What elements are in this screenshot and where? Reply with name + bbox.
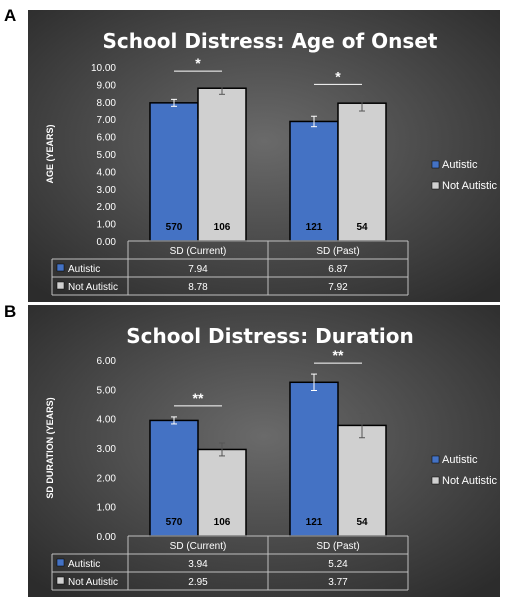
table-legend-swatch [56,263,65,272]
legend-label: Autistic [442,159,478,171]
y-tick-label: 9.00 [97,80,117,91]
y-tick-label: 1.00 [97,503,117,514]
table-row-label: Not Autistic [68,282,118,293]
chart-title: School Distress: Duration [126,324,414,348]
table-row-label: Autistic [68,559,100,570]
table-row-label: Not Autistic [68,577,118,588]
table-legend-swatch [56,281,65,290]
significance-marker: * [195,55,201,71]
y-tick-label: 3.00 [97,444,117,455]
significance-marker: ** [193,390,204,406]
y-tick-label: 0.00 [97,532,117,543]
y-tick-label: 5.00 [97,150,117,161]
chart-background [28,10,500,302]
bar [149,102,199,242]
table-value-cell: 2.95 [188,577,208,588]
table-value-cell: 7.92 [328,282,348,293]
table-value-cell: 6.87 [328,264,348,275]
y-tick-label: 2.00 [97,202,117,213]
y-tick-label: 7.00 [97,115,117,126]
y-tick-label: 6.00 [97,133,117,144]
significance-marker: * [335,68,341,84]
bar [197,87,247,242]
y-tick-label: 2.00 [97,473,117,484]
table-value-cell: 7.94 [188,264,208,275]
table-header-cell: SD (Past) [316,541,359,552]
bar [149,419,199,537]
panel-label-a: A [4,6,17,25]
sample-size-label: 106 [214,222,231,233]
significance-marker: ** [333,347,344,363]
bar [337,102,387,242]
y-tick-label: 3.00 [97,185,117,196]
sample-size-label: 570 [166,517,183,528]
y-tick-label: 5.00 [97,385,117,396]
sample-size-label: 54 [356,517,368,528]
table-header-cell: SD (Current) [170,246,227,257]
table-value-cell: 8.78 [188,282,208,293]
y-tick-label: 6.00 [97,356,117,367]
panel-label-b: B [4,302,17,321]
chart-svg: School Distress: Duration SD DURATION (YE… [28,305,500,597]
table-legend-swatch [56,576,65,585]
chart-svg: School Distress: Age of Onset AGE (YEARS)… [28,10,500,302]
y-tick-label: 4.00 [97,167,117,178]
legend-label: Autistic [442,454,478,466]
bar [289,381,339,537]
table-value-cell: 3.77 [328,577,348,588]
chart-panel-b: School Distress: Duration SD DURATION (YE… [28,305,500,597]
y-tick-label: 0.00 [97,237,117,248]
table-header-cell: SD (Current) [170,541,227,552]
table-legend-swatch [56,558,65,567]
sample-size-label: 570 [166,222,183,233]
legend-label: Not Autistic [442,180,498,192]
sample-size-label: 121 [306,517,323,528]
y-axis-label: SD DURATION (YEARS) [45,397,55,498]
y-axis-label: AGE (YEARS) [45,124,55,183]
y-tick-label: 4.00 [97,415,117,426]
y-tick-label: 8.00 [97,98,117,109]
table-header-cell: SD (Past) [316,246,359,257]
chart-panel-a: School Distress: Age of Onset AGE (YEARS)… [28,10,500,302]
legend-swatch [431,455,440,464]
sample-size-label: 121 [306,222,323,233]
legend-label: Not Autistic [442,475,498,487]
sample-size-label: 106 [214,517,231,528]
legend-swatch [431,160,440,169]
sample-size-label: 54 [356,222,368,233]
legend-swatch [431,476,440,485]
y-tick-label: 1.00 [97,220,117,231]
table-value-cell: 5.24 [328,559,348,570]
chart-title: School Distress: Age of Onset [103,29,438,53]
table-value-cell: 3.94 [188,559,208,570]
chart-background [28,305,500,597]
y-tick-label: 10.00 [91,63,116,74]
table-row-label: Autistic [68,264,100,275]
legend-swatch [431,181,440,190]
